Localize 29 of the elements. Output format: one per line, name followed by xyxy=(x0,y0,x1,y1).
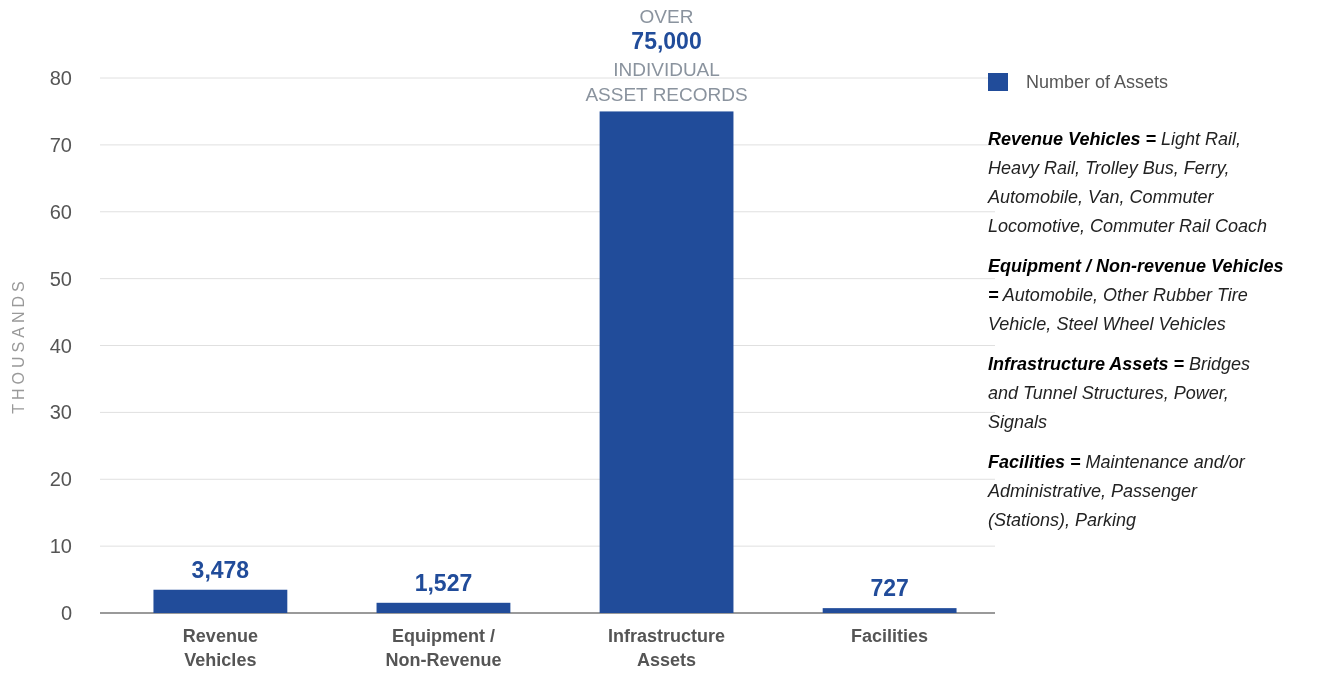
annotation: INDIVIDUAL ASSET RECORDS xyxy=(585,59,748,106)
bar xyxy=(153,589,288,613)
text: 3,478 xyxy=(191,556,250,583)
text: Revenue Vehicles = Light Rail, Heavy Rail, Trolley Bus, Ferry, Automobile, Van, Commuter Locomotive, Commuter Rail Coach xyxy=(988,129,1268,236)
y-tick-label: 30 xyxy=(49,401,72,424)
y-tick-label: 80 xyxy=(49,67,72,89)
bar xyxy=(822,608,957,613)
legend-label: Number of Assets xyxy=(1026,72,1169,93)
text: Infrastructure Assets = Bridges and Tunnel Structures, Power, Signals xyxy=(988,354,1250,432)
text: OVER xyxy=(639,6,694,28)
text: Facilities = Maintenance and/or Administrative, Passenger (Stations), Parking xyxy=(988,452,1245,530)
x-tick-label: Infrastructure Assets xyxy=(608,626,726,670)
text: 75,000 xyxy=(631,28,702,55)
y-tick-label: 40 xyxy=(49,334,72,357)
y-axis-title: THOUSANDS xyxy=(10,277,27,414)
y-tick-label: 0 xyxy=(60,602,72,624)
bar xyxy=(376,602,511,613)
y-tick-label: 60 xyxy=(49,200,72,223)
y-tick-label: 10 xyxy=(49,535,72,558)
y-tick-label: 20 xyxy=(49,468,72,491)
x-tick-label: Equipment / Non-Revenue xyxy=(385,626,502,670)
text: 727 xyxy=(870,575,909,602)
text: Equipment / Non-revenue Vehicles = Automobile, Other Rubber Tire Vehicle, Steel Wheel Vehicles xyxy=(988,256,1284,334)
y-tick-label: 70 xyxy=(49,133,72,156)
x-tick-label: Facilities xyxy=(851,626,929,646)
text: 1,527 xyxy=(414,569,473,596)
y-tick-label: 50 xyxy=(49,267,72,290)
x-tick-label: Revenue Vehicles xyxy=(182,626,258,670)
bar xyxy=(599,111,734,613)
